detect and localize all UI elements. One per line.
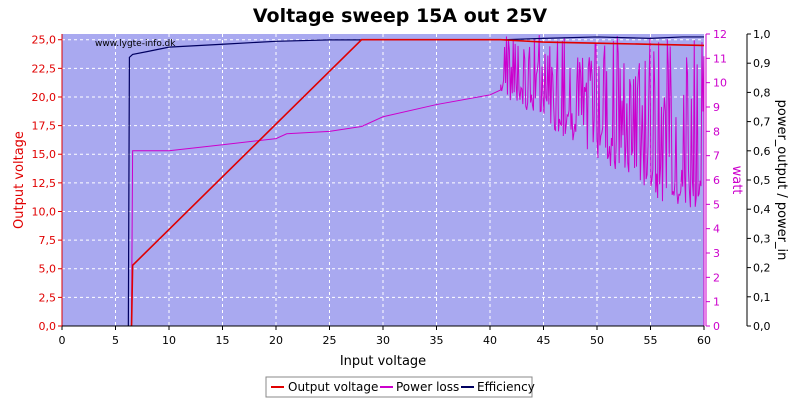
x-tick-label: 15	[216, 334, 230, 347]
y-right-efficiency-tick-label: 1,0	[753, 28, 771, 41]
y-left-tick-label: 2,5	[39, 291, 57, 304]
y-right-efficiency-tick-label: 0,9	[753, 57, 771, 70]
y-right-efficiency-axis-title: power_output / power_in	[774, 100, 789, 261]
legend-label-efficiency: Efficiency	[477, 380, 535, 394]
y-left-tick-label: 0,0	[39, 320, 57, 333]
series-power-loss-line	[131, 35, 705, 327]
x-tick-label: 55	[644, 334, 658, 347]
y-right-watt-tick-label: 5	[713, 198, 720, 211]
x-tick-label: 50	[590, 334, 604, 347]
y-left-axis-title: Output voltage	[12, 131, 27, 229]
y-right-efficiency-tick-label: 0,1	[753, 291, 771, 304]
y-right-watt-tick-label: 11	[713, 52, 727, 65]
x-tick-label: 45	[537, 334, 551, 347]
y-right-watt-axis-title: watt	[729, 166, 744, 195]
y-right-watt-tick-label: 10	[713, 77, 727, 90]
x-tick-label: 60	[697, 334, 711, 347]
y-right-watt-tick-label: 7	[713, 150, 720, 163]
y-left-tick-label: 5,0	[39, 263, 57, 276]
x-tick-label: 0	[59, 334, 66, 347]
y-right-efficiency-tick-label: 0,8	[753, 86, 771, 99]
y-right-efficiency-tick-label: 0,0	[753, 320, 771, 333]
y-right-watt-tick-label: 1	[713, 296, 720, 309]
chart-title: Voltage sweep 15A out 25V	[253, 5, 548, 27]
x-tick-label: 10	[162, 334, 176, 347]
y-right-efficiency-tick-label: 0,3	[753, 232, 771, 245]
y-right-watt-tick-label: 12	[713, 28, 727, 41]
y-right-efficiency-tick-label: 0,6	[753, 145, 771, 158]
x-axis-title: Input voltage	[340, 354, 426, 369]
x-tick-label: 35	[430, 334, 444, 347]
x-tick-label: 20	[269, 334, 283, 347]
y-right-watt-tick-label: 9	[713, 101, 720, 114]
watermark: www.lygte-info.dk	[95, 39, 176, 49]
y-left-tick-label: 7,5	[39, 234, 57, 247]
series-efficiency-line	[127, 36, 704, 327]
y-right-efficiency-tick-label: 0,7	[753, 116, 771, 129]
y-right-watt-tick-label: 4	[713, 223, 720, 236]
series-output-voltage-line	[130, 38, 705, 327]
y-right-watt-tick-label: 8	[713, 125, 720, 138]
legend-label-power-loss: Power loss	[396, 380, 459, 394]
y-right-efficiency-tick-label: 0,4	[753, 203, 771, 216]
y-left-tick-label: 17,5	[32, 120, 57, 133]
y-right-efficiency-tick-label: 0,5	[753, 174, 771, 187]
y-left-tick-label: 12,5	[32, 177, 57, 190]
axes: 0 5 10 15 20 25 30 35 40 45 50 55 600,02,55,07,510,0…	[32, 28, 771, 347]
y-right-watt-tick-label: 2	[713, 271, 720, 284]
legend-box	[265, 376, 533, 398]
x-tick-label: 40	[483, 334, 497, 347]
legend: Output voltage Power loss Efficiency	[265, 376, 535, 398]
y-right-watt-tick-label: 0	[713, 320, 720, 333]
y-left-tick-label: 25,0	[32, 34, 57, 47]
y-right-efficiency-tick-label: 0,2	[753, 262, 771, 275]
y-left-tick-label: 10,0	[32, 205, 57, 218]
legend-label-output-voltage: Output voltage	[288, 380, 378, 394]
series-layer	[127, 35, 705, 327]
y-right-watt-tick-label: 3	[713, 247, 720, 260]
y-right-watt-tick-label: 6	[713, 174, 720, 187]
y-left-tick-label: 15,0	[32, 148, 57, 161]
x-tick-label: 30	[376, 334, 390, 347]
y-left-tick-label: 22,5	[32, 62, 57, 75]
x-tick-label: 5	[112, 334, 119, 347]
y-left-tick-label: 20,0	[32, 91, 57, 104]
x-tick-label: 25	[323, 334, 337, 347]
